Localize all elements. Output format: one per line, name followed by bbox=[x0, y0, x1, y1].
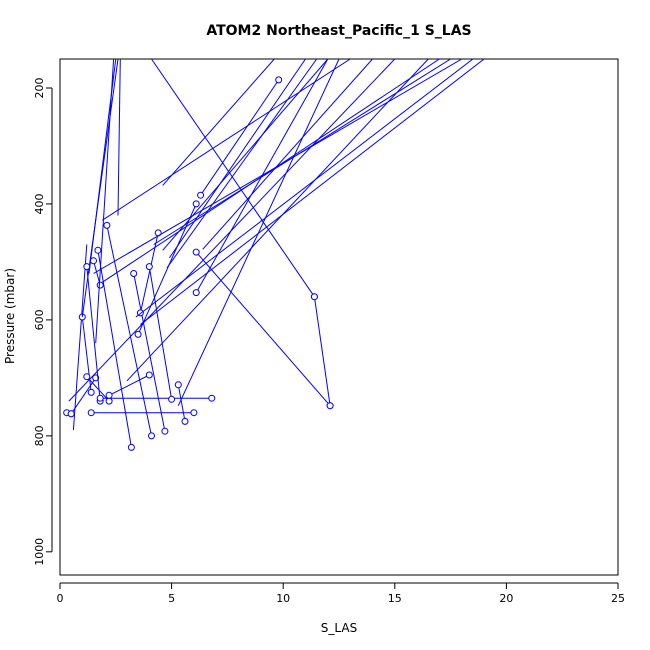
series-line bbox=[95, 59, 115, 344]
data-point bbox=[148, 432, 155, 440]
data-point bbox=[87, 388, 95, 396]
data-point bbox=[130, 270, 138, 277]
series-line bbox=[202, 59, 373, 250]
series-line bbox=[102, 59, 440, 283]
series-line bbox=[126, 59, 429, 382]
y-tick-label: 800 bbox=[33, 425, 46, 446]
series-line bbox=[151, 59, 315, 297]
data-point bbox=[197, 191, 205, 199]
series-line bbox=[195, 251, 331, 407]
series-line bbox=[177, 384, 186, 422]
y-axis-label: Pressure (mbar) bbox=[3, 268, 17, 364]
data-point bbox=[208, 394, 216, 402]
data-point bbox=[192, 200, 200, 208]
series-line bbox=[93, 260, 101, 286]
data-point bbox=[103, 221, 111, 229]
data-point bbox=[127, 443, 135, 451]
series-line bbox=[168, 59, 306, 259]
x-tick-label: 20 bbox=[499, 592, 513, 605]
data-point bbox=[67, 410, 75, 418]
data-point bbox=[181, 417, 189, 425]
series-line bbox=[117, 59, 121, 216]
series-line bbox=[86, 266, 101, 402]
data-point bbox=[161, 427, 169, 435]
data-point bbox=[96, 281, 104, 289]
data-point bbox=[83, 263, 91, 271]
series-line bbox=[86, 376, 110, 402]
series-line bbox=[313, 296, 331, 406]
data-point bbox=[96, 394, 104, 402]
series-line bbox=[106, 225, 152, 437]
series-line bbox=[133, 273, 166, 432]
x-tick-label: 15 bbox=[388, 592, 402, 605]
plot-frame bbox=[59, 58, 619, 576]
data-point bbox=[94, 246, 102, 254]
series-line bbox=[72, 244, 88, 431]
data-point bbox=[87, 409, 95, 417]
x-tick-label: 25 bbox=[611, 592, 625, 605]
y-tick-label: 200 bbox=[33, 77, 46, 98]
data-point bbox=[145, 371, 153, 379]
data-point bbox=[192, 248, 200, 256]
y-tick-label: 1000 bbox=[33, 538, 46, 566]
series-line bbox=[135, 59, 474, 318]
x-axis-label: S_LAS bbox=[321, 621, 357, 635]
y-tick-label: 600 bbox=[33, 309, 46, 330]
x-tick-label: 5 bbox=[168, 592, 175, 605]
data-point bbox=[145, 263, 153, 271]
series-line bbox=[108, 374, 150, 396]
series-line bbox=[97, 250, 132, 448]
data-point bbox=[134, 330, 142, 338]
series-line bbox=[200, 79, 280, 196]
data-point bbox=[190, 409, 198, 417]
series-line bbox=[102, 59, 351, 221]
data-point bbox=[92, 374, 100, 382]
plot-area: 0 5 10 15 20 25 200 400 600 800 1000 bbox=[33, 58, 625, 605]
series-line bbox=[166, 59, 318, 268]
series-line bbox=[137, 203, 197, 335]
series-line bbox=[153, 59, 451, 245]
data-point bbox=[83, 373, 91, 381]
data-point bbox=[168, 395, 176, 403]
data-point bbox=[275, 76, 283, 84]
data-point bbox=[105, 397, 113, 405]
y-tick-label: 400 bbox=[33, 193, 46, 214]
series-line bbox=[81, 316, 92, 393]
data-point bbox=[174, 381, 182, 389]
series-line bbox=[162, 59, 275, 186]
data-point bbox=[90, 257, 97, 265]
data-point bbox=[192, 289, 200, 297]
data-point bbox=[310, 293, 318, 301]
series-line bbox=[140, 59, 485, 325]
data-point bbox=[326, 402, 334, 410]
series-line bbox=[148, 266, 173, 400]
series-line bbox=[162, 59, 329, 251]
series-line bbox=[139, 232, 159, 314]
series-line bbox=[177, 59, 340, 406]
chart-title: ATOM2 Northeast_Pacific_1 S_LAS bbox=[206, 23, 471, 39]
x-tick-label: 10 bbox=[276, 592, 290, 605]
data-point bbox=[105, 391, 113, 399]
x-tick-label: 0 bbox=[57, 592, 64, 605]
